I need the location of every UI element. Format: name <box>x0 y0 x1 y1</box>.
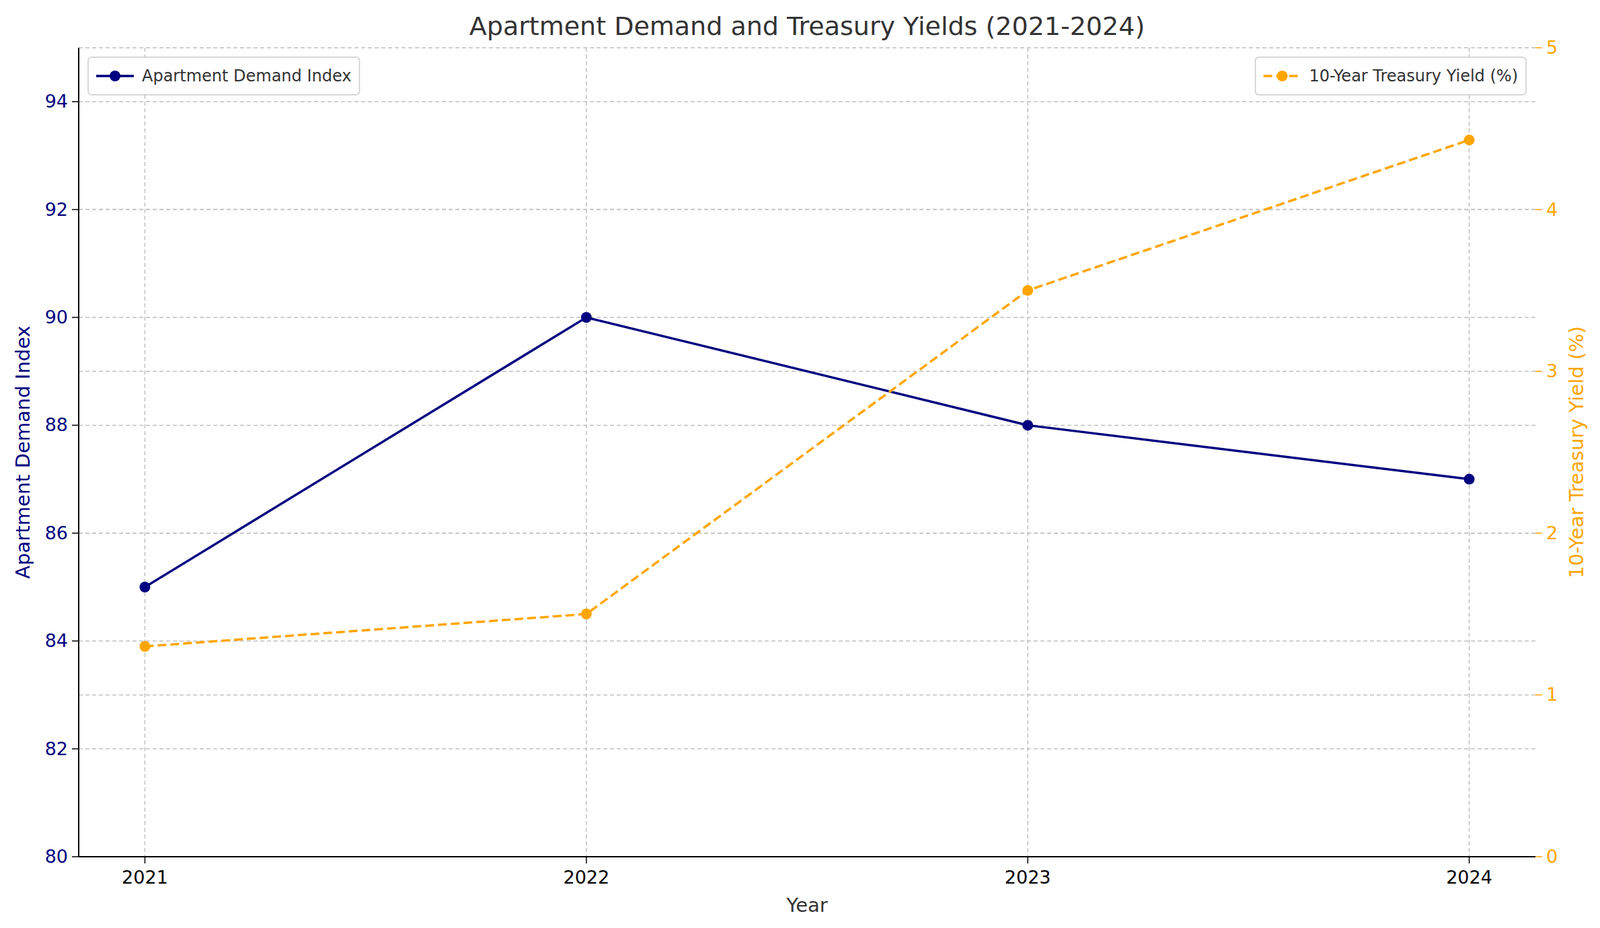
x-grid-line <box>1026 47 1029 857</box>
y-tick-label: 92 <box>45 199 68 220</box>
y2-grid-line <box>78 209 1536 211</box>
legend-box <box>88 57 360 95</box>
x-grid-line <box>144 47 146 857</box>
y-grid-line <box>78 856 1536 858</box>
series-marker <box>1022 285 1034 296</box>
y2-tick-label: 1 <box>1546 683 1558 705</box>
x-grid-line <box>585 47 588 857</box>
chart: 2021 2022 2023 2024 80 82 84 86 88 90 92 94 0 1 2 3 4 5 Ap… <box>0 0 1600 928</box>
y-grid-line <box>78 748 1536 750</box>
y2-grid-line <box>78 694 1536 697</box>
y-tick <box>71 209 79 211</box>
y-tick <box>71 856 79 858</box>
legend: Apartment Demand Index <box>88 57 360 95</box>
y2-tick <box>1535 856 1543 858</box>
y-grid-line <box>78 100 1536 103</box>
series-marker <box>1022 419 1034 431</box>
y-axis-line <box>78 47 80 857</box>
y-tick <box>71 532 79 535</box>
x-tick <box>144 856 146 864</box>
y2-tick-label: 3 <box>1546 360 1558 382</box>
y2-tick-label: 4 <box>1546 199 1558 220</box>
y2-tick <box>1535 47 1543 49</box>
x-tick <box>1468 856 1471 864</box>
y2-tick <box>1535 370 1543 372</box>
y2-tick-label: 2 <box>1546 522 1558 544</box>
y2-tick-label: 0 <box>1546 846 1558 867</box>
y-grid-line <box>78 532 1536 535</box>
series-marker <box>139 640 150 652</box>
y-tick-label: 88 <box>45 414 68 436</box>
y-grid-line <box>78 425 1536 427</box>
y-tick <box>71 425 79 427</box>
y-tick <box>71 100 79 103</box>
y2-axis-label: 10-Year Treasury Yield (%) <box>1565 326 1588 579</box>
y-tick-label: 94 <box>45 90 68 112</box>
legend-box <box>1255 57 1527 95</box>
x-tick-label: 2023 <box>1004 866 1052 888</box>
y2-tick <box>1535 694 1543 697</box>
x-tick-label: 2024 <box>1445 866 1493 888</box>
y-tick-label: 84 <box>45 630 68 652</box>
series-marker <box>581 312 592 323</box>
legend-label: 10-Year Treasury Yield (%) <box>1309 66 1518 86</box>
series-marker <box>1464 134 1475 146</box>
x-tick <box>585 856 588 864</box>
y-grid-line <box>78 316 1536 319</box>
x-tick-label: 2021 <box>121 866 169 888</box>
y-tick-label: 86 <box>45 522 68 544</box>
series-line <box>144 139 1469 647</box>
y-tick-label: 90 <box>45 306 68 328</box>
y2-grid-line <box>78 47 1536 49</box>
y-tick <box>71 640 79 642</box>
plot-area <box>139 134 1475 652</box>
x-axis-line <box>78 856 1536 858</box>
y-axis-label: Apartment Demand Index <box>11 325 35 579</box>
x-grid-line <box>1468 47 1471 857</box>
y-grid-line <box>78 640 1536 642</box>
y2-grid-line <box>78 856 1536 858</box>
y2-tick <box>1535 209 1543 211</box>
y2-tick <box>1535 532 1543 535</box>
chart-title: Apartment Demand and Treasury Yields (20… <box>469 11 1145 42</box>
legend: 10-Year Treasury Yield (%) <box>1255 57 1527 95</box>
series-marker <box>139 581 150 593</box>
series-marker <box>581 608 592 620</box>
y2-tick-label: 5 <box>1546 36 1558 58</box>
x-tick <box>1026 856 1029 864</box>
y-tick <box>71 748 79 750</box>
y-tick <box>71 316 79 319</box>
y-grid-line <box>78 209 1536 211</box>
y-tick-label: 82 <box>45 738 68 760</box>
x-tick-label: 2022 <box>562 866 610 888</box>
y-tick-label: 80 <box>45 846 68 867</box>
y2-grid-line <box>78 532 1536 535</box>
legend-marker <box>109 70 121 82</box>
legend-label: Apartment Demand Index <box>141 66 352 86</box>
legend-marker <box>1277 70 1288 82</box>
x-axis-label: Year <box>785 893 828 917</box>
series-marker <box>1464 474 1475 485</box>
